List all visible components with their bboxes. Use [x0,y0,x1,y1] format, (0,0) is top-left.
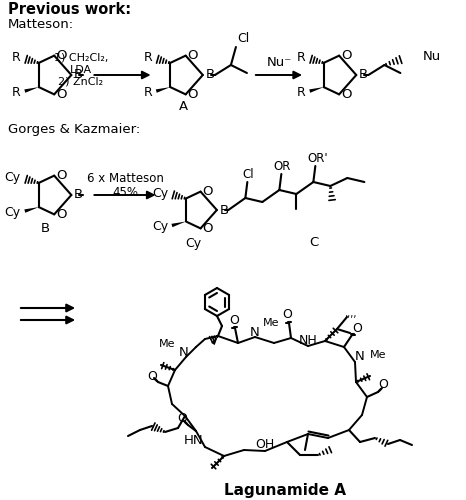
Text: O: O [177,412,187,424]
Text: Cy: Cy [5,206,21,218]
Text: LDA: LDA [70,65,92,75]
Text: OR': OR' [307,152,328,164]
Text: Cy: Cy [5,172,21,184]
Text: HN: HN [184,434,203,448]
Text: O: O [341,88,351,101]
Text: O: O [202,222,213,235]
Text: O: O [56,49,67,62]
Text: Cl: Cl [237,32,249,46]
Text: Cl: Cl [242,168,254,180]
Text: OH: OH [255,438,274,450]
Text: O: O [56,88,67,101]
Text: O: O [147,370,157,382]
Text: Nu⁻: Nu⁻ [266,56,292,68]
Text: B: B [74,68,83,82]
Text: O: O [187,88,198,101]
Text: O: O [378,378,388,392]
Text: B: B [219,204,228,216]
Text: Previous work:: Previous work: [8,2,131,18]
Text: Nu: Nu [422,50,441,64]
Text: A: A [179,100,188,114]
Polygon shape [24,87,39,93]
Text: B: B [359,68,368,82]
Polygon shape [24,207,39,213]
Text: 2) ZnCl₂: 2) ZnCl₂ [58,77,103,87]
Text: Me: Me [158,339,175,349]
Text: C: C [310,236,319,250]
Text: R: R [297,52,306,64]
Text: R: R [144,86,152,98]
Text: O: O [352,322,362,336]
Text: R: R [144,52,152,64]
Text: O: O [341,49,351,62]
Text: O: O [56,208,67,221]
Text: OR: OR [274,160,291,172]
Text: Gorges & Kazmaier:: Gorges & Kazmaier: [8,124,140,136]
Text: Matteson:: Matteson: [8,18,74,30]
Text: N: N [250,326,260,338]
Text: Cy: Cy [152,187,168,200]
Text: N: N [179,346,189,358]
Text: O: O [202,185,213,198]
Text: 6 x Matteson: 6 x Matteson [87,172,164,184]
Text: Cy: Cy [152,220,168,233]
Text: 45%: 45% [112,186,138,198]
Text: B: B [205,68,214,82]
Text: R: R [12,86,21,98]
Text: N: N [355,350,365,364]
Text: O: O [282,308,292,322]
Polygon shape [171,222,186,227]
Polygon shape [309,87,324,93]
Text: Cy: Cy [185,236,201,250]
Text: NH: NH [299,334,317,346]
Text: B: B [41,222,49,234]
Text: 1) CH₂Cl₂,: 1) CH₂Cl₂, [54,53,108,63]
Polygon shape [156,87,170,93]
Text: Lagunamide A: Lagunamide A [224,482,346,498]
Text: Me: Me [263,318,280,328]
Text: Me: Me [370,350,386,360]
Text: O: O [229,314,239,328]
Text: O: O [187,49,198,62]
Text: ,,,,: ,,,, [345,309,357,319]
Text: R: R [12,52,21,64]
Text: R: R [297,86,306,98]
Polygon shape [211,336,218,345]
Text: B: B [74,188,83,202]
Text: O: O [56,169,67,182]
